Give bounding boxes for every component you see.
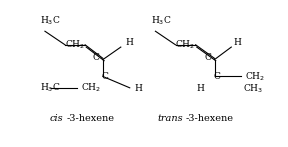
Text: -3-hexene: -3-hexene — [185, 114, 234, 123]
Text: CH$_2$: CH$_2$ — [175, 39, 195, 51]
Text: CH$_2$: CH$_2$ — [65, 39, 85, 51]
Text: trans: trans — [158, 114, 183, 123]
Text: CH$_3$: CH$_3$ — [243, 83, 264, 95]
Text: CH$_2$: CH$_2$ — [245, 70, 265, 83]
Text: H: H — [134, 84, 142, 93]
Text: C: C — [93, 53, 100, 62]
Text: H: H — [234, 38, 241, 47]
Text: cis: cis — [50, 114, 63, 123]
Text: H: H — [197, 84, 204, 93]
Text: C: C — [204, 53, 211, 62]
Text: H$_3$C: H$_3$C — [40, 82, 61, 94]
Text: C: C — [102, 72, 109, 81]
Text: H: H — [125, 38, 133, 47]
Text: -3-hexene: -3-hexene — [66, 114, 114, 123]
Text: H$_3$C: H$_3$C — [151, 14, 172, 27]
Text: CH$_2$: CH$_2$ — [81, 82, 101, 94]
Text: C: C — [213, 72, 220, 81]
Text: H$_3$C: H$_3$C — [40, 14, 61, 27]
